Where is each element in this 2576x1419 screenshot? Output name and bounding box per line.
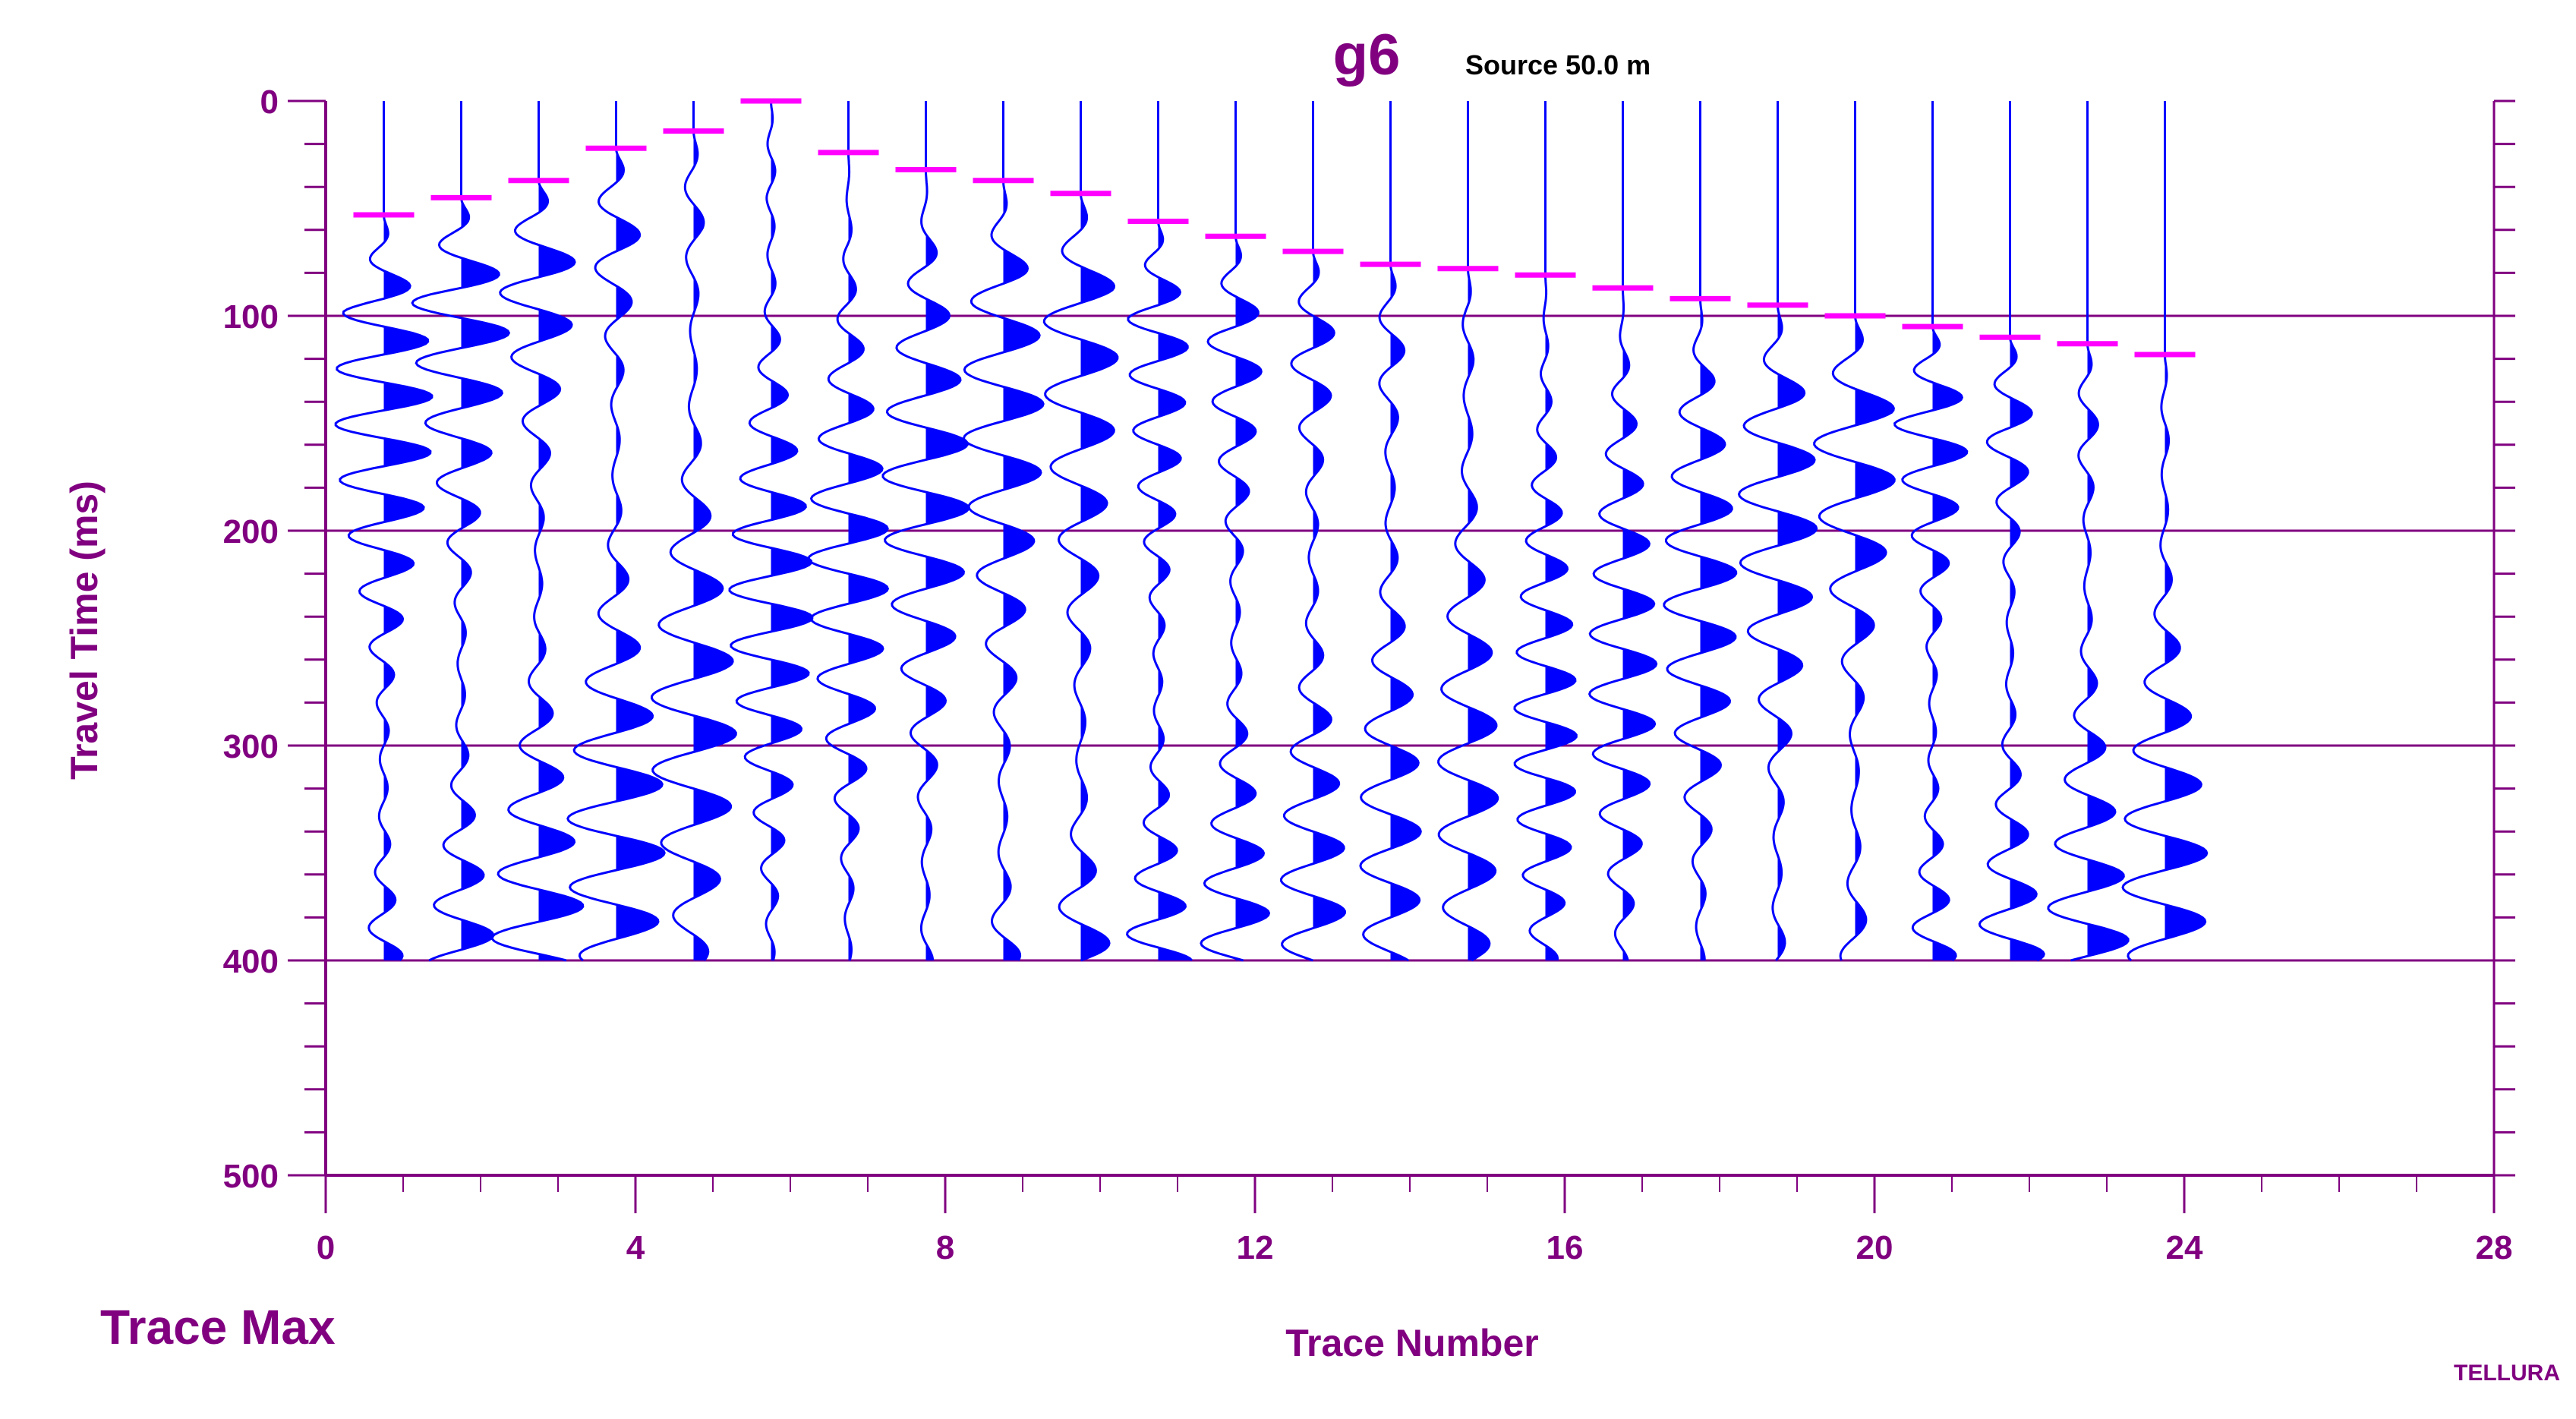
trace-6 — [728, 100, 814, 961]
x-tick-label: 20 — [1856, 1229, 1893, 1266]
trace-wiggle — [2121, 101, 2209, 962]
trace-wiggle — [334, 101, 434, 961]
trace-wiggle — [566, 101, 666, 962]
trace-12 — [1200, 101, 1271, 962]
y-axis-label: Travel Time (ms) — [63, 481, 106, 780]
footer-brand: TELLURA — [2454, 1361, 2560, 1386]
trace-fill — [616, 101, 665, 960]
trace-fill — [1622, 101, 1657, 960]
trace-scaling-label: Trace Max — [100, 1300, 336, 1354]
trace-fill — [1777, 101, 1817, 960]
y-tick-label: 200 — [223, 513, 279, 550]
trace-wiggle — [1042, 101, 1119, 962]
trace-fill — [925, 101, 969, 960]
first-break-picks — [353, 98, 2196, 358]
trace-8 — [881, 101, 970, 961]
trace-13 — [1279, 101, 1346, 962]
trace-10 — [1042, 101, 1119, 962]
trace-wiggle — [1893, 101, 1969, 962]
trace-17 — [1588, 101, 1658, 961]
axes: 0 100 200 300 400 500 0 4 8 12 16 20 24 28 — [223, 84, 2515, 1266]
trace-19 — [1737, 101, 1818, 961]
trace-7 — [807, 101, 890, 961]
trace-18 — [1663, 101, 1738, 961]
trace-fill — [461, 101, 509, 960]
trace-fill — [1080, 101, 1118, 960]
x-tick-label: 8 — [936, 1229, 954, 1266]
trace-2 — [411, 101, 511, 962]
trace-fill — [1313, 101, 1345, 960]
x-tick-label: 16 — [1547, 1229, 1584, 1266]
trace-wiggle — [1200, 101, 1271, 962]
trace-wiggle — [2047, 101, 2130, 962]
trace-wiggle — [728, 100, 814, 961]
y-tick-label: 0 — [260, 84, 279, 121]
trace-24 — [2121, 101, 2209, 962]
trace-16 — [1513, 101, 1578, 961]
trace-3 — [490, 101, 585, 962]
chart-subtitle: Source 50.0 m — [1465, 49, 1651, 80]
trace-23 — [2047, 101, 2130, 962]
trace-wiggle — [1513, 101, 1578, 961]
x-tick-label: 24 — [2166, 1229, 2203, 1266]
trace-11 — [1126, 101, 1193, 962]
trace-fill — [2087, 101, 2129, 960]
gridlines — [326, 314, 2494, 962]
trace-fill — [1468, 101, 1498, 960]
trace-21 — [1893, 101, 1969, 962]
trace-15 — [1437, 101, 1499, 962]
trace-fill — [1235, 101, 1269, 960]
trace-fill — [2165, 101, 2207, 960]
trace-14 — [1359, 101, 1422, 962]
x-tick-label: 4 — [626, 1229, 645, 1266]
y-tick-label: 500 — [223, 1158, 279, 1195]
y-tick-label: 400 — [223, 943, 279, 980]
chart-title: g6 — [1333, 23, 1401, 87]
trace-20 — [1813, 101, 1896, 961]
trace-22 — [1978, 101, 2045, 962]
trace-group — [334, 100, 2209, 962]
x-tick-label: 28 — [2476, 1229, 2513, 1266]
trace-wiggle — [1437, 101, 1499, 962]
trace-fill — [2010, 101, 2045, 960]
trace-9 — [962, 101, 1045, 961]
trace-fill — [848, 101, 888, 960]
trace-wiggle — [411, 101, 511, 962]
trace-fill — [538, 101, 583, 960]
trace-4 — [566, 101, 666, 962]
trace-fill — [1003, 101, 1044, 960]
y-tick-label: 300 — [223, 728, 279, 765]
trace-5 — [650, 101, 737, 961]
trace-1 — [334, 101, 434, 961]
trace-fill — [1545, 101, 1577, 960]
y-tick-label: 100 — [223, 298, 279, 336]
trace-wiggle — [1813, 101, 1896, 961]
x-axis-label: Trace Number — [1285, 1322, 1538, 1364]
x-tick-label: 12 — [1237, 1229, 1274, 1266]
x-tick-label: 0 — [317, 1229, 335, 1266]
trace-fill — [693, 101, 736, 960]
